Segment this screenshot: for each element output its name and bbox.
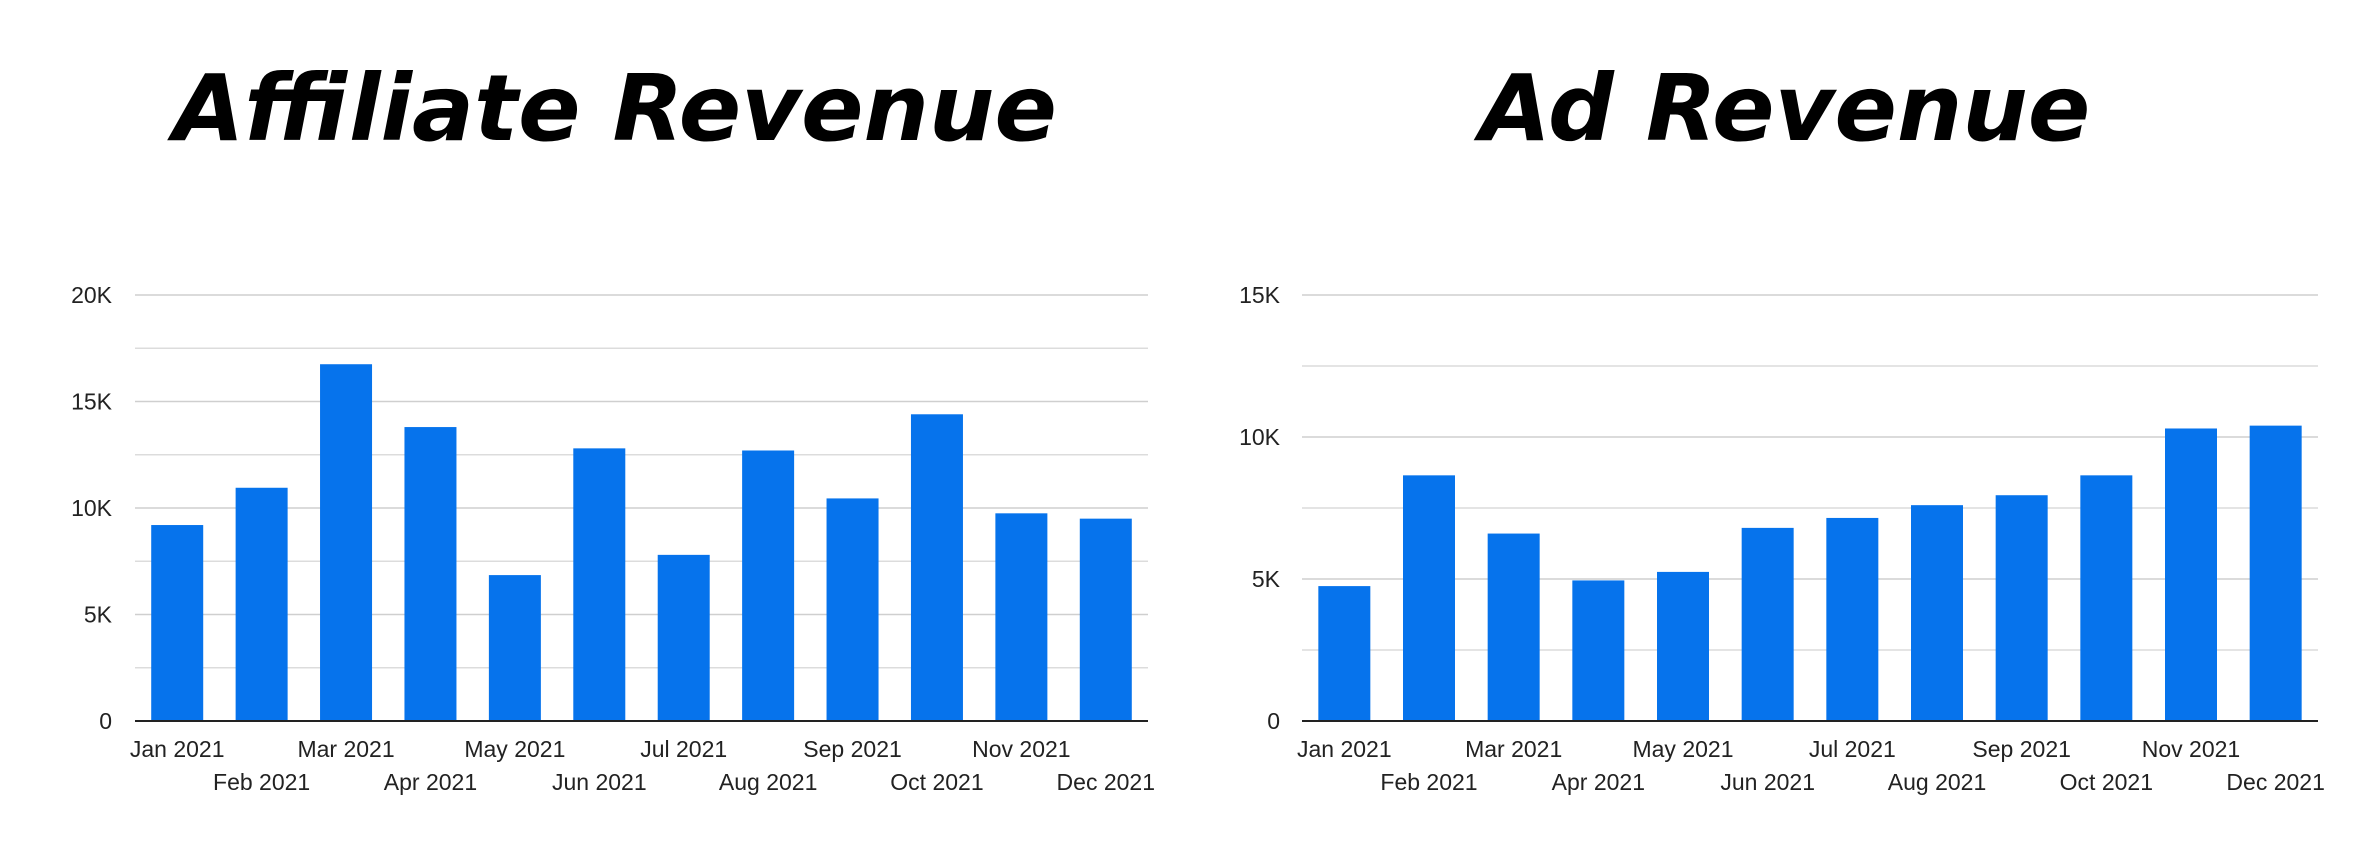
affiliate-x-tick-label: Jan 2021	[130, 736, 225, 762]
ad-bar-oct-2021	[2080, 475, 2133, 721]
ad-bar-feb-2021	[1403, 475, 1455, 721]
ad-x-tick-label: Jun 2021	[1720, 769, 1815, 795]
ad-y-tick-label: 5K	[1252, 566, 1281, 592]
affiliate-x-tick-label: Jun 2021	[552, 769, 647, 795]
ad-y-tick-label: 10K	[1239, 424, 1281, 450]
affiliate-x-tick-label: Feb 2021	[213, 769, 310, 795]
ad-bar-apr-2021	[1572, 580, 1625, 721]
affiliate-y-tick-label: 10K	[71, 495, 113, 521]
affiliate-x-tick-label: Apr 2021	[384, 769, 477, 795]
ad-bar-sep-2021	[1995, 495, 2048, 721]
affiliate-bar-dec-2021	[1079, 518, 1132, 721]
affiliate-y-tick-label: 15K	[71, 389, 113, 415]
ad-bar-mar-2021	[1487, 533, 1540, 721]
ad-x-tick-label: Dec 2021	[2226, 769, 2324, 795]
affiliate-bar-sep-2021	[826, 498, 879, 721]
affiliate-bar-oct-2021	[910, 414, 963, 721]
ad-x-tick-label: Feb 2021	[1380, 769, 1477, 795]
ad-x-tick-label: Oct 2021	[2060, 769, 2153, 795]
ad-bar-dec-2021	[2249, 425, 2302, 721]
ad-x-tick-label: Jul 2021	[1809, 736, 1896, 762]
affiliate-x-tick-label: Mar 2021	[297, 736, 394, 762]
ad-revenue-chart: Ad Revenue 0 5K 10K 15K Jan 2021 Feb 2021 Mar 2…	[1239, 55, 2325, 795]
ad-bar-jan-2021	[1318, 586, 1371, 721]
affiliate-x-tick-label: Nov 2021	[972, 736, 1070, 762]
ad-x-tick-label: Sep 2021	[1972, 736, 2070, 762]
affiliate-bar-may-2021	[488, 575, 541, 721]
affiliate-bar-apr-2021	[404, 427, 457, 721]
affiliate-bar-mar-2021	[320, 364, 373, 721]
affiliate-x-tick-label: Dec 2021	[1057, 769, 1155, 795]
affiliate-x-tick-label: Aug 2021	[719, 769, 817, 795]
ad-x-tick-label: May 2021	[1632, 736, 1733, 762]
affiliate-bar-nov-2021	[995, 513, 1048, 721]
ad-y-tick-label: 0	[1267, 708, 1280, 734]
ad-bar-jul-2021	[1826, 517, 1879, 721]
ad-x-tick-label: Nov 2021	[2142, 736, 2240, 762]
affiliate-x-tick-label: Oct 2021	[890, 769, 983, 795]
ad-y-tick-label: 15K	[1239, 282, 1281, 308]
affiliate-y-tick-label: 20K	[71, 282, 113, 308]
ad-x-tick-label: Apr 2021	[1552, 769, 1645, 795]
ad-bar-aug-2021	[1911, 505, 1963, 721]
affiliate-chart-title: Affiliate Revenue	[167, 55, 1057, 162]
ad-x-tick-label: Mar 2021	[1465, 736, 1562, 762]
affiliate-revenue-chart: Affiliate Revenue 0 5K 10K 15K 20K Jan 2021 Feb…	[71, 55, 1155, 795]
affiliate-x-tick-label: Sep 2021	[803, 736, 901, 762]
affiliate-bar-jun-2021	[573, 448, 626, 721]
ad-bar-may-2021	[1657, 571, 1709, 721]
affiliate-x-tick-label: May 2021	[464, 736, 565, 762]
affiliate-y-tick-label: 0	[99, 708, 112, 734]
ad-x-tick-label: Jan 2021	[1297, 736, 1392, 762]
affiliate-x-tick-label: Jul 2021	[640, 736, 727, 762]
ad-chart-title: Ad Revenue	[1474, 55, 2091, 162]
affiliate-bar-jan-2021	[151, 525, 204, 721]
affiliate-bar-aug-2021	[742, 450, 795, 721]
affiliate-y-tick-label: 5K	[84, 602, 113, 628]
ad-x-tick-label: Aug 2021	[1888, 769, 1986, 795]
affiliate-bar-jul-2021	[657, 554, 710, 721]
ad-bar-jun-2021	[1741, 527, 1794, 721]
affiliate-bar-feb-2021	[235, 487, 288, 721]
ad-bar-nov-2021	[2165, 428, 2217, 721]
